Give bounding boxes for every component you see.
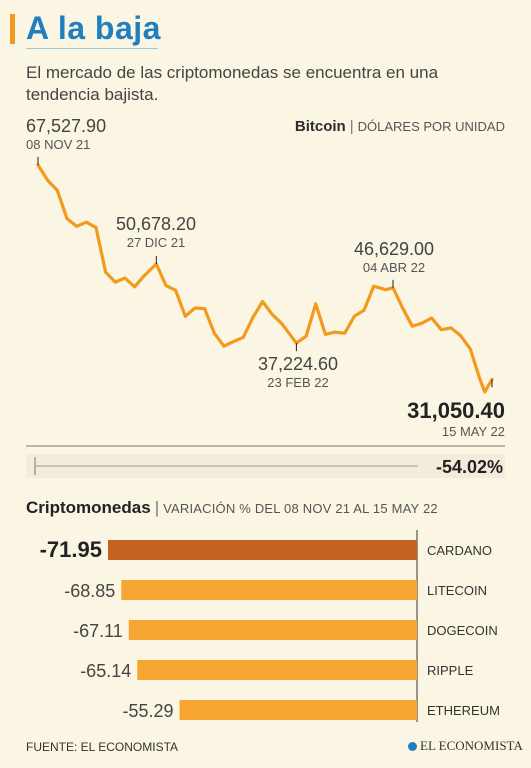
line-point (232, 340, 236, 343)
line-point (304, 334, 308, 338)
line-point (94, 226, 98, 229)
bar-category-label: LITECOIN (427, 583, 487, 598)
page-title: A la baja (26, 10, 161, 46)
line-point (343, 331, 347, 335)
annotation-value: 46,629.00 (354, 239, 434, 259)
bar-value-label: -71.95 (40, 537, 102, 562)
bar-category-label: CARDANO (427, 543, 492, 558)
line-point (164, 284, 168, 288)
line-point (333, 330, 337, 334)
logo-mark-icon (408, 742, 417, 751)
line-point (314, 302, 318, 306)
line-point (439, 328, 443, 332)
bar-category-label: RIPPLE (427, 663, 474, 678)
bar-category-label: ETHEREUM (427, 703, 500, 718)
bar-litecoin (121, 580, 417, 600)
line-point (203, 307, 207, 310)
publisher-logo: EL ECONOMISTA (408, 738, 523, 754)
annotation-date: 23 FEB 22 (267, 375, 328, 390)
line-series-name: Bitcoin (294, 118, 346, 135)
annotation-value: 31,050.40 (407, 398, 505, 423)
line-point (133, 285, 136, 289)
source-note: FUENTE: EL ECONOMISTA (26, 740, 179, 754)
section-divider: | (154, 498, 160, 517)
annotation-value: 67,527.90 (26, 116, 106, 136)
line-point (384, 288, 388, 292)
line-point (142, 274, 146, 278)
line-point (84, 220, 88, 224)
line-point (362, 308, 366, 312)
line-point (420, 321, 424, 325)
line-point (55, 189, 59, 192)
bar-value-label: -67.11 (73, 621, 123, 641)
line-point (449, 326, 453, 330)
line-point (222, 344, 226, 348)
bar-section-title: Criptomonedas (26, 498, 151, 517)
line-point (113, 280, 117, 284)
bitcoin-price-line (36, 163, 494, 394)
total-change-label: -54.02% (436, 457, 503, 477)
bar-cardano (108, 540, 417, 560)
line-point (174, 288, 178, 292)
line-point (75, 224, 79, 228)
line-unit: DÓLARES POR UNIDAD (357, 119, 505, 134)
page-subtitle: El mercado de las criptomonedas se encue… (26, 63, 439, 104)
logo-text: EL ECONOMISTA (420, 738, 523, 753)
bar-ethereum (179, 700, 417, 720)
line-point (65, 217, 69, 221)
title-underline (26, 48, 158, 49)
annotation-date: 15 MAY 22 (442, 424, 505, 439)
annotation-date: 04 ABR 22 (363, 260, 425, 275)
bar-section-header: Criptomonedas | VARIACIÓN % DEL 08 NOV 21 … (26, 498, 438, 518)
bar-value-label: -65.14 (80, 661, 131, 681)
line-point (372, 284, 376, 288)
line-point (352, 314, 356, 318)
title-accent-bar (10, 14, 15, 44)
line-point (280, 322, 284, 326)
annotation-value: 50,678.20 (116, 214, 196, 234)
annotation-date: 27 DIC 21 (127, 235, 186, 250)
line-point (251, 315, 255, 319)
line-point (483, 390, 487, 394)
line-point (323, 333, 327, 336)
line-point (46, 179, 50, 182)
line-point (478, 377, 482, 381)
line-chart-label: Bitcoin | DÓLARES POR UNIDAD (295, 118, 505, 135)
line-point (183, 314, 187, 318)
line-point (212, 331, 216, 335)
line-point (270, 313, 274, 316)
bar-value-label: -68.85 (64, 581, 115, 601)
line-point (104, 270, 108, 274)
bar-dogecoin (128, 620, 417, 640)
line-point (459, 334, 463, 337)
line-point (193, 306, 197, 310)
line-point (261, 300, 264, 303)
annotation-date: 08 NOV 21 (26, 137, 90, 152)
line-point (123, 276, 127, 280)
annotation-value: 37,224.60 (258, 354, 338, 374)
line-point (401, 306, 405, 310)
label-divider: | (349, 118, 354, 135)
bar-ripple (137, 660, 417, 680)
line-point (468, 347, 472, 351)
line-point (430, 316, 434, 320)
line-point (410, 324, 414, 328)
bar-section-note: VARIACIÓN % DEL 08 NOV 21 AL 15 MAY 22 (163, 501, 438, 516)
line-point (241, 335, 245, 339)
bar-value-label: -55.29 (123, 701, 174, 721)
bar-category-label: DOGECOIN (427, 623, 498, 638)
